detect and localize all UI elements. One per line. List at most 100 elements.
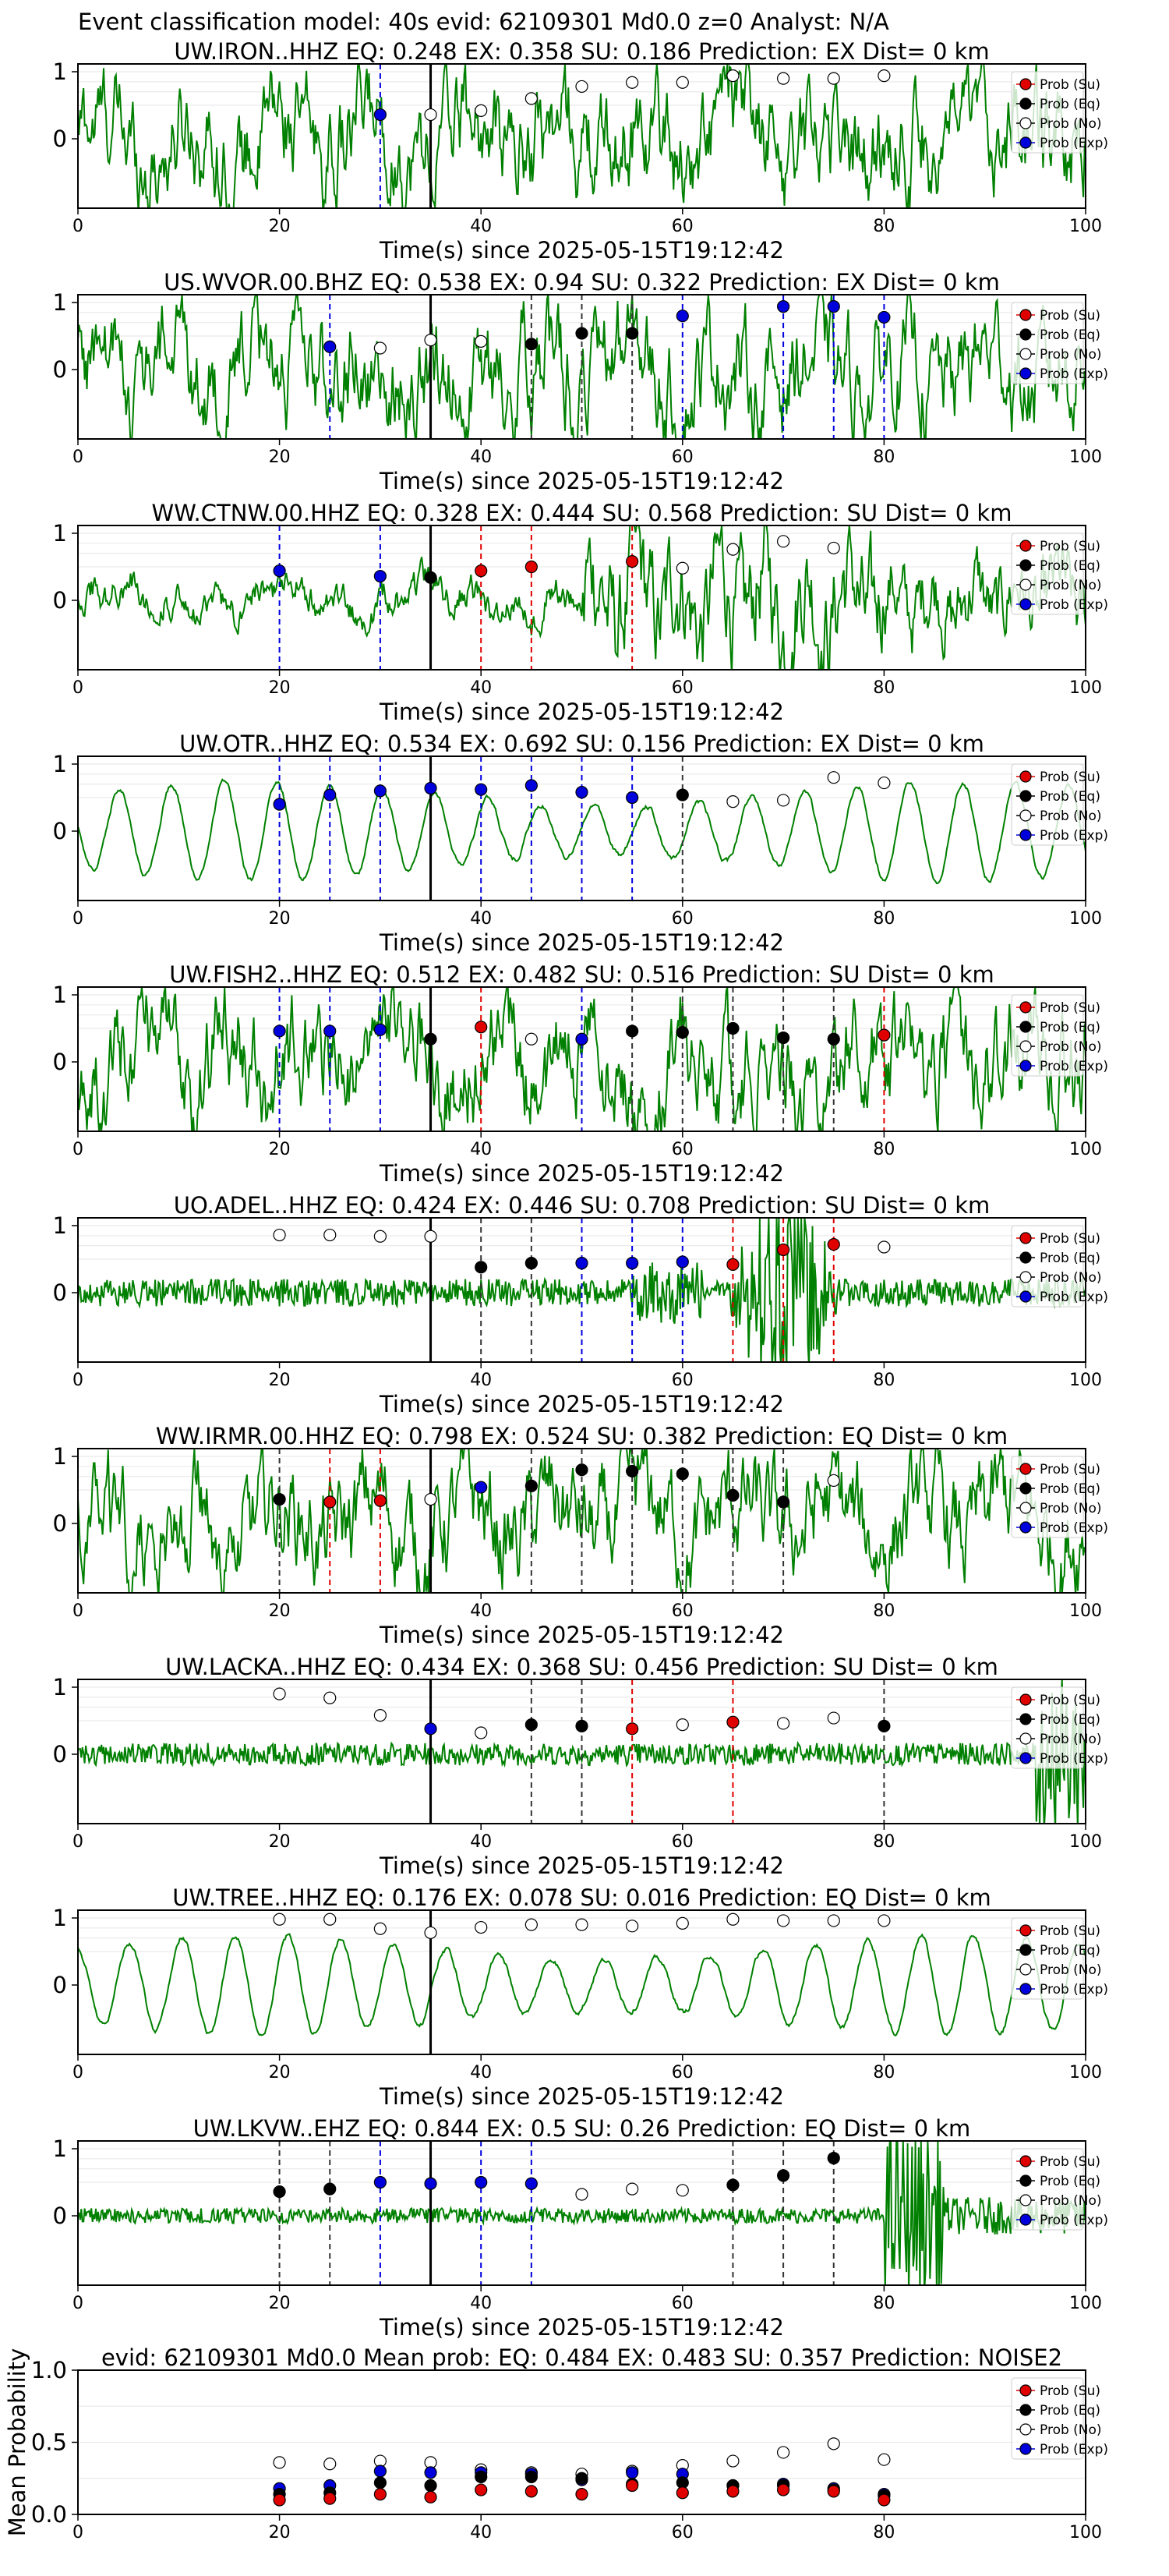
waveform-trace bbox=[78, 64, 1086, 208]
prob-point-exp bbox=[323, 340, 337, 353]
prob-point-su bbox=[323, 1495, 337, 1509]
legend-box bbox=[1011, 2148, 1084, 2231]
prob-point-no bbox=[575, 80, 588, 94]
prob-point-no bbox=[575, 2188, 588, 2201]
prob-point-eq bbox=[575, 1719, 588, 1732]
x-tick-label: 60 bbox=[672, 1601, 694, 1621]
legend: Prob (Su) Prob (Eq) Prob (No) Prob (Exp) bbox=[1011, 2148, 1108, 2231]
prob-point-no bbox=[323, 2457, 337, 2471]
x-tick-label: 0 bbox=[72, 2294, 83, 2313]
subplot-title: UW.LACKA..HHZ EQ: 0.434 EX: 0.368 SU: 0.… bbox=[165, 1654, 998, 1680]
y-tick-label: 0.5 bbox=[31, 2429, 67, 2456]
prob-point-eq bbox=[827, 1032, 840, 1046]
legend-box bbox=[1011, 302, 1084, 384]
prob-point-no bbox=[273, 1913, 286, 1926]
prob-point-eq bbox=[524, 1479, 538, 1492]
y-tick-label: 0 bbox=[53, 1972, 67, 1998]
x-tick-label: 20 bbox=[269, 1371, 291, 1390]
legend-marker-exp bbox=[1019, 1983, 1032, 1995]
legend-marker-no bbox=[1019, 117, 1032, 129]
prob-point-no bbox=[323, 1691, 337, 1704]
prob-point-eq bbox=[776, 2169, 790, 2182]
x-tick-label: 0 bbox=[72, 2523, 83, 2542]
legend-marker-eq bbox=[1019, 328, 1032, 341]
prob-point-no bbox=[878, 69, 891, 83]
legend-marker-no bbox=[1019, 1040, 1032, 1053]
prob-point-exp bbox=[373, 1023, 387, 1036]
legend-label: Prob (Eq) bbox=[1040, 97, 1100, 112]
waveform-trace bbox=[78, 525, 1086, 670]
x-tick-label: 100 bbox=[1069, 1832, 1102, 1852]
prob-point-no bbox=[878, 1914, 891, 1927]
axes-frame bbox=[77, 525, 1086, 671]
prob-point-su bbox=[878, 1028, 891, 1042]
prob-point-no bbox=[827, 72, 840, 85]
prob-point-exp bbox=[373, 2465, 387, 2478]
prob-point-no bbox=[676, 1718, 689, 1732]
prob-point-su bbox=[827, 2485, 840, 2498]
axes-frame bbox=[77, 1448, 1086, 1594]
prob-point-no bbox=[323, 1228, 337, 1242]
legend: Prob (Su) Prob (Eq) Prob (No) Prob (Exp) bbox=[1011, 2377, 1108, 2460]
prob-point-no bbox=[273, 1228, 286, 1242]
prob-point-no bbox=[323, 1913, 337, 1926]
legend-label: Prob (Su) bbox=[1040, 1693, 1100, 1708]
prob-point-exp bbox=[776, 300, 790, 313]
legend-label: Prob (Eq) bbox=[1040, 1943, 1100, 1959]
prob-point-no bbox=[373, 1230, 387, 1243]
legend-label: Prob (Su) bbox=[1040, 770, 1100, 785]
subplot-6: UO.ADEL..HHZ EQ: 0.424 EX: 0.446 SU: 0.7… bbox=[53, 1192, 1108, 1417]
prob-point-exp bbox=[373, 569, 387, 583]
legend-label: Prob (Eq) bbox=[1040, 1020, 1100, 1035]
legend-marker-exp bbox=[1019, 1290, 1032, 1303]
subplot-title: UW.LKVW..EHZ EQ: 0.844 EX: 0.5 SU: 0.26 … bbox=[193, 2115, 971, 2142]
legend-box bbox=[1011, 1917, 1084, 2000]
prob-point-eq bbox=[323, 2182, 337, 2196]
x-axis-label: Time(s) since 2025-05-15T19:12:42 bbox=[379, 2314, 784, 2341]
subplot-title: UW.TREE..HHZ EQ: 0.176 EX: 0.078 SU: 0.0… bbox=[172, 1884, 991, 1911]
x-tick-label: 80 bbox=[873, 1832, 895, 1852]
legend-label: Prob (Su) bbox=[1040, 2383, 1100, 2399]
prob-point-exp bbox=[626, 2466, 639, 2479]
x-tick-label: 100 bbox=[1069, 2294, 1102, 2313]
prob-point-no bbox=[776, 794, 790, 807]
prob-point-no bbox=[273, 2456, 286, 2469]
waveform-trace bbox=[78, 1933, 1086, 2037]
legend-marker-exp bbox=[1019, 598, 1032, 610]
legend-label: Prob (Eq) bbox=[1040, 558, 1100, 574]
prob-point-no bbox=[726, 543, 740, 556]
x-tick-label: 20 bbox=[269, 678, 291, 698]
x-tick-label: 40 bbox=[470, 1601, 492, 1621]
prob-point-exp bbox=[878, 310, 891, 324]
prob-point-no bbox=[776, 535, 790, 548]
prob-point-su bbox=[475, 2483, 488, 2496]
prob-point-no bbox=[424, 334, 437, 347]
prob-point-no bbox=[626, 1920, 639, 1933]
x-axis-label: Time(s) since 2025-05-15T19:12:42 bbox=[379, 699, 784, 725]
waveform-trace bbox=[78, 295, 1086, 439]
prob-point-exp bbox=[373, 108, 387, 122]
prob-point-exp bbox=[575, 1032, 588, 1046]
prob-point-no bbox=[827, 541, 840, 555]
prob-point-no bbox=[373, 1922, 387, 1935]
prob-point-exp bbox=[524, 779, 538, 792]
x-tick-label: 20 bbox=[269, 2523, 291, 2542]
legend-marker-eq bbox=[1019, 1713, 1032, 1725]
prob-point-eq bbox=[726, 2178, 740, 2192]
x-axis-label: Time(s) since 2025-05-15T19:12:42 bbox=[379, 237, 784, 264]
prob-point-exp bbox=[575, 1257, 588, 1270]
prob-point-eq bbox=[424, 1032, 437, 1046]
prob-point-no bbox=[524, 1918, 538, 1931]
axes-frame bbox=[77, 986, 1086, 1132]
x-tick-label: 80 bbox=[873, 217, 895, 236]
prob-point-eq bbox=[424, 2479, 437, 2493]
x-tick-label: 40 bbox=[470, 1832, 492, 1852]
x-tick-label: 80 bbox=[873, 678, 895, 698]
x-tick-label: 40 bbox=[470, 2523, 492, 2542]
prob-point-eq bbox=[575, 2472, 588, 2485]
legend-marker-exp bbox=[1019, 2443, 1032, 2455]
legend-label: Prob (Exp) bbox=[1040, 2213, 1108, 2228]
legend-marker-exp bbox=[1019, 1521, 1032, 1534]
x-tick-label: 100 bbox=[1069, 1601, 1102, 1621]
prob-point-exp bbox=[475, 2175, 488, 2189]
